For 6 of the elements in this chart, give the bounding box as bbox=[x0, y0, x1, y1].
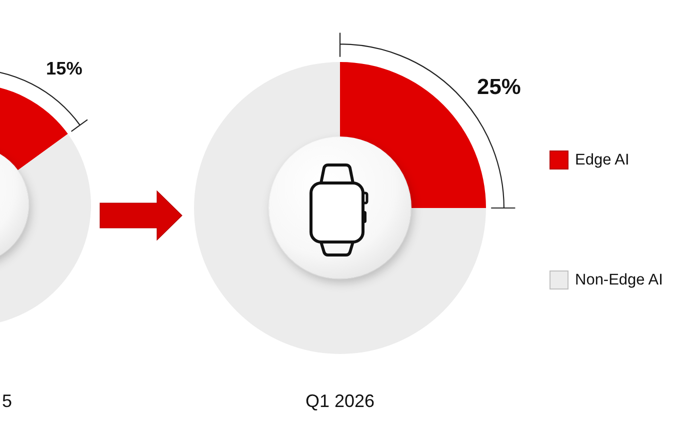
text: 5 bbox=[2, 391, 12, 411]
legend-label: Non-Edge AI bbox=[575, 272, 663, 288]
data-label: 25% bbox=[477, 74, 521, 100]
legend-label: Edge AI bbox=[575, 152, 630, 168]
text: Q1 2026 bbox=[305, 391, 375, 411]
data-label: 15% bbox=[46, 58, 82, 79]
